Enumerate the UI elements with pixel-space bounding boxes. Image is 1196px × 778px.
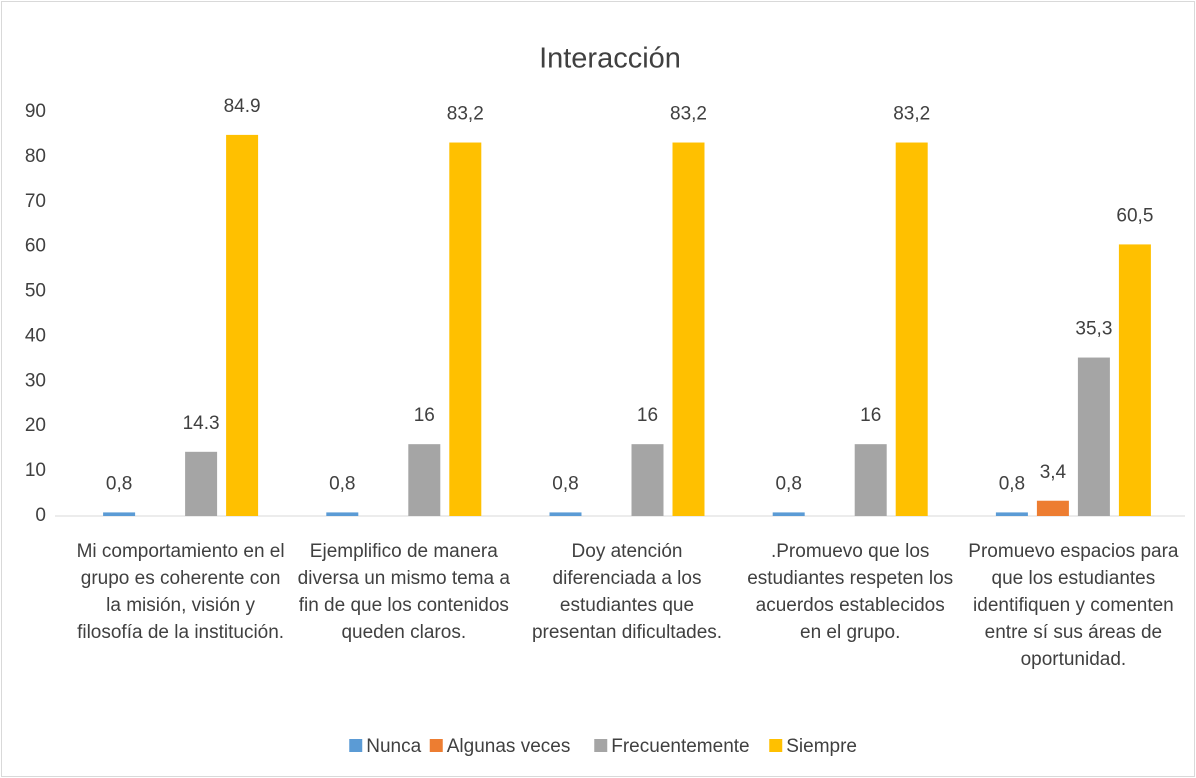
bar: [449, 142, 482, 516]
x-tick-label: Doy atención diferenciada a los estudian…: [531, 541, 723, 643]
y-tick-label: 90: [25, 101, 46, 122]
legend-label: Siempre: [786, 736, 857, 757]
y-tick-label: 80: [25, 146, 46, 167]
y-tick-label: 0: [35, 505, 46, 526]
data-label: 83,2: [670, 104, 707, 125]
bar: [103, 512, 136, 516]
bar: [854, 444, 887, 516]
legend-swatch: [769, 739, 783, 752]
bar: [672, 142, 705, 516]
legend-label: Algunas veces: [447, 736, 571, 757]
legend-swatch: [349, 739, 363, 752]
data-label: 0,8: [329, 473, 355, 494]
bar: [995, 512, 1028, 516]
bar: [1077, 357, 1110, 516]
bar: [185, 451, 218, 516]
bar: [549, 512, 582, 516]
data-label: 84.9: [224, 96, 261, 117]
data-label: 16: [860, 405, 881, 426]
data-label: 83,2: [447, 104, 484, 125]
y-tick-label: 50: [25, 281, 46, 302]
data-label: 3,4: [1040, 462, 1067, 483]
data-label: 0,8: [999, 473, 1025, 494]
data-label: 35,3: [1075, 319, 1112, 340]
data-label: 14.3: [183, 413, 220, 434]
data-label: 0,8: [552, 473, 578, 494]
y-tick-label: 40: [25, 325, 46, 346]
bar: [408, 444, 441, 516]
legend-swatch: [429, 739, 443, 752]
legend-label: Frecuentemente: [611, 736, 749, 757]
bar: [1118, 244, 1151, 516]
data-label: 0,8: [106, 473, 132, 494]
y-tick-label: 20: [25, 415, 46, 436]
bar: [895, 142, 928, 516]
y-tick-label: 30: [25, 370, 46, 391]
legend-label: Nunca: [366, 736, 421, 757]
chart-title: Interacción: [539, 43, 681, 75]
x-tick-label: Mi comportamiento en el grupo es coheren…: [76, 541, 285, 643]
data-label: 16: [637, 405, 658, 426]
legend-swatch: [594, 739, 608, 752]
data-label: 60,5: [1116, 205, 1153, 226]
bar: [772, 512, 805, 516]
y-tick-label: 10: [25, 460, 46, 481]
bar: [326, 512, 359, 516]
y-tick-label: 70: [25, 191, 46, 212]
bar: [631, 444, 664, 516]
data-label: 0,8: [775, 473, 801, 494]
x-tick-label: Promuevo espacios para que los estudiant…: [968, 541, 1179, 670]
x-tick-label: Ejemplifico de manera diversa un mismo t…: [297, 541, 510, 643]
data-label: 16: [414, 405, 435, 426]
x-tick-label: .Promuevo que los estudiantes respeten l…: [747, 541, 954, 643]
data-label: 83,2: [893, 104, 930, 125]
bar: [1036, 500, 1069, 516]
y-tick-label: 60: [25, 236, 46, 257]
bar: [226, 134, 259, 517]
